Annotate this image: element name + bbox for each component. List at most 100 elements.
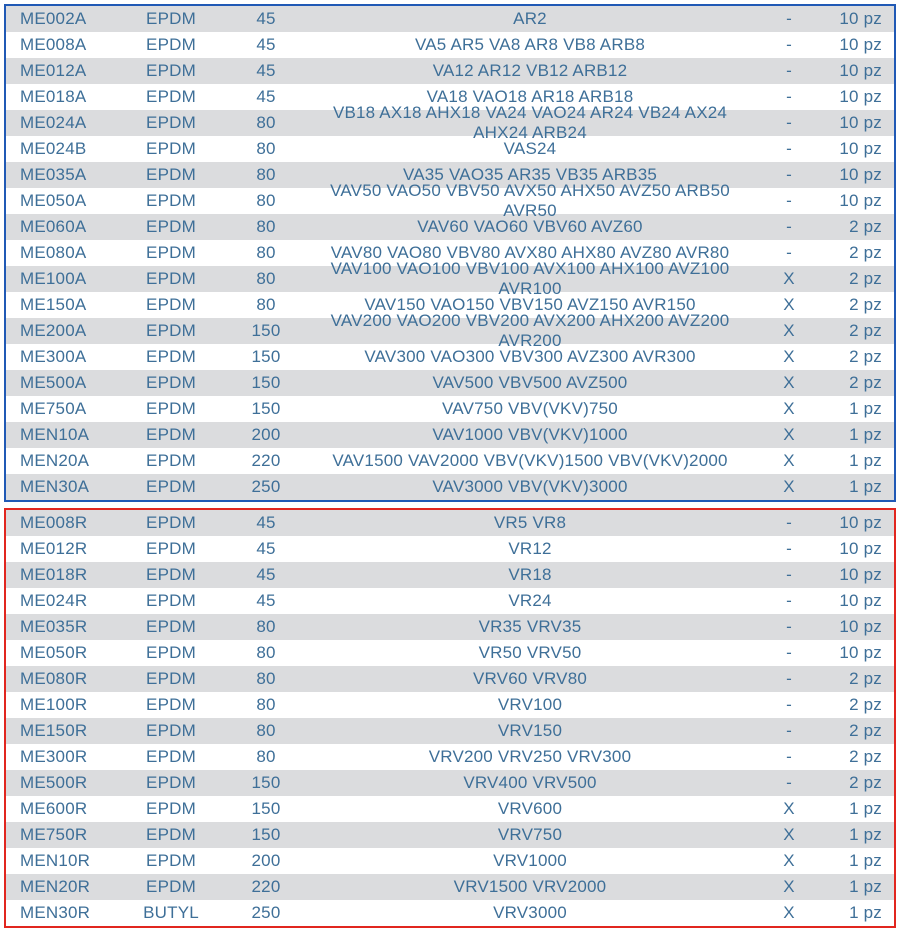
cell-num: 45: [226, 539, 306, 559]
cell-desc: VRV100: [306, 695, 754, 715]
cell-desc: VAV750 VBV(VKV)750: [306, 399, 754, 419]
cell-flag: -: [754, 643, 824, 663]
cell-desc: VR18: [306, 565, 754, 585]
cell-num: 80: [226, 165, 306, 185]
cell-mat: EPDM: [116, 373, 226, 393]
cell-num: 80: [226, 113, 306, 133]
table-row: MEN20REPDM220VRV1500 VRV2000X1 pz: [6, 874, 894, 900]
cell-qty: 10 pz: [824, 35, 894, 55]
cell-desc: VRV750: [306, 825, 754, 845]
cell-code: ME050A: [6, 191, 116, 211]
cell-qty: 10 pz: [824, 643, 894, 663]
cell-qty: 10 pz: [824, 61, 894, 81]
cell-qty: 1 pz: [824, 451, 894, 471]
cell-desc: VAV300 VAO300 VBV300 AVZ300 AVR300: [306, 347, 754, 367]
cell-desc: VA12 AR12 VB12 ARB12: [306, 61, 754, 81]
table-row: ME008REPDM45VR5 VR8-10 pz: [6, 510, 894, 536]
cell-flag: X: [754, 425, 824, 445]
cell-flag: -: [754, 139, 824, 159]
cell-qty: 2 pz: [824, 695, 894, 715]
cell-qty: 1 pz: [824, 903, 894, 923]
cell-mat: EPDM: [116, 825, 226, 845]
cell-desc: VR12: [306, 539, 754, 559]
table-row: ME600REPDM150VRV600X1 pz: [6, 796, 894, 822]
cell-qty: 1 pz: [824, 399, 894, 419]
cell-qty: 1 pz: [824, 825, 894, 845]
table-row: ME080REPDM80VRV60 VRV80-2 pz: [6, 666, 894, 692]
table-row: MEN10REPDM200VRV1000X1 pz: [6, 848, 894, 874]
cell-qty: 2 pz: [824, 347, 894, 367]
cell-desc: VR35 VRV35: [306, 617, 754, 637]
table-row: ME012AEPDM45VA12 AR12 VB12 ARB12-10 pz: [6, 58, 894, 84]
cell-flag: -: [754, 513, 824, 533]
cell-mat: EPDM: [116, 539, 226, 559]
cell-flag: X: [754, 269, 824, 289]
cell-qty: 10 pz: [824, 591, 894, 611]
cell-code: ME060A: [6, 217, 116, 237]
cell-num: 80: [226, 295, 306, 315]
cell-qty: 2 pz: [824, 669, 894, 689]
cell-code: ME100A: [6, 269, 116, 289]
cell-mat: BUTYL: [116, 903, 226, 923]
cell-desc: VAV1500 VAV2000 VBV(VKV)1500 VBV(VKV)200…: [306, 451, 754, 471]
cell-code: ME024B: [6, 139, 116, 159]
table-row: ME200AEPDM150VAV200 VAO200 VBV200 AVX200…: [6, 318, 894, 344]
cell-code: ME008A: [6, 35, 116, 55]
table-row: ME024REPDM45VR24-10 pz: [6, 588, 894, 614]
cell-code: ME750R: [6, 825, 116, 845]
cell-mat: EPDM: [116, 113, 226, 133]
cell-num: 45: [226, 87, 306, 107]
cell-qty: 1 pz: [824, 851, 894, 871]
cell-num: 80: [226, 695, 306, 715]
cell-mat: EPDM: [116, 695, 226, 715]
table-row: ME050AEPDM80VAV50 VAO50 VBV50 AVX50 AHX5…: [6, 188, 894, 214]
cell-num: 45: [226, 565, 306, 585]
table-row: ME050REPDM80VR50 VRV50-10 pz: [6, 640, 894, 666]
table-row: MEN20AEPDM220VAV1500 VAV2000 VBV(VKV)150…: [6, 448, 894, 474]
cell-flag: -: [754, 565, 824, 585]
table-row: ME024BEPDM80VAS24-10 pz: [6, 136, 894, 162]
cell-mat: EPDM: [116, 139, 226, 159]
table-row: ME150REPDM80VRV150-2 pz: [6, 718, 894, 744]
cell-flag: -: [754, 617, 824, 637]
cell-num: 80: [226, 243, 306, 263]
cell-mat: EPDM: [116, 477, 226, 497]
cell-qty: 10 pz: [824, 191, 894, 211]
cell-num: 80: [226, 643, 306, 663]
cell-qty: 2 pz: [824, 269, 894, 289]
cell-desc: VAV200 VAO200 VBV200 AVX200 AHX200 AVZ20…: [306, 311, 754, 351]
cell-flag: -: [754, 113, 824, 133]
cell-flag: X: [754, 295, 824, 315]
cell-code: ME150A: [6, 295, 116, 315]
cell-num: 220: [226, 877, 306, 897]
cell-num: 150: [226, 373, 306, 393]
cell-flag: -: [754, 773, 824, 793]
cell-qty: 10 pz: [824, 565, 894, 585]
cell-mat: EPDM: [116, 61, 226, 81]
table-row: MEN30AEPDM250VAV3000 VBV(VKV)3000X1 pz: [6, 474, 894, 500]
cell-qty: 1 pz: [824, 425, 894, 445]
cell-flag: -: [754, 35, 824, 55]
cell-mat: EPDM: [116, 269, 226, 289]
cell-flag: -: [754, 669, 824, 689]
cell-flag: -: [754, 61, 824, 81]
cell-flag: X: [754, 851, 824, 871]
cell-mat: EPDM: [116, 877, 226, 897]
table-row: ME024AEPDM80VB18 AX18 AHX18 VA24 VAO24 A…: [6, 110, 894, 136]
cell-qty: 2 pz: [824, 721, 894, 741]
cell-mat: EPDM: [116, 191, 226, 211]
cell-qty: 10 pz: [824, 9, 894, 29]
cell-mat: EPDM: [116, 321, 226, 341]
table-row: MEN10AEPDM200VAV1000 VBV(VKV)1000X1 pz: [6, 422, 894, 448]
cell-qty: 2 pz: [824, 773, 894, 793]
table-row: ME035REPDM80VR35 VRV35-10 pz: [6, 614, 894, 640]
table-row: ME100REPDM80VRV100-2 pz: [6, 692, 894, 718]
cell-num: 200: [226, 851, 306, 871]
cell-code: ME035A: [6, 165, 116, 185]
cell-code: ME024A: [6, 113, 116, 133]
cell-num: 150: [226, 321, 306, 341]
cell-code: ME150R: [6, 721, 116, 741]
cell-num: 150: [226, 347, 306, 367]
cell-flag: X: [754, 373, 824, 393]
cell-mat: EPDM: [116, 851, 226, 871]
